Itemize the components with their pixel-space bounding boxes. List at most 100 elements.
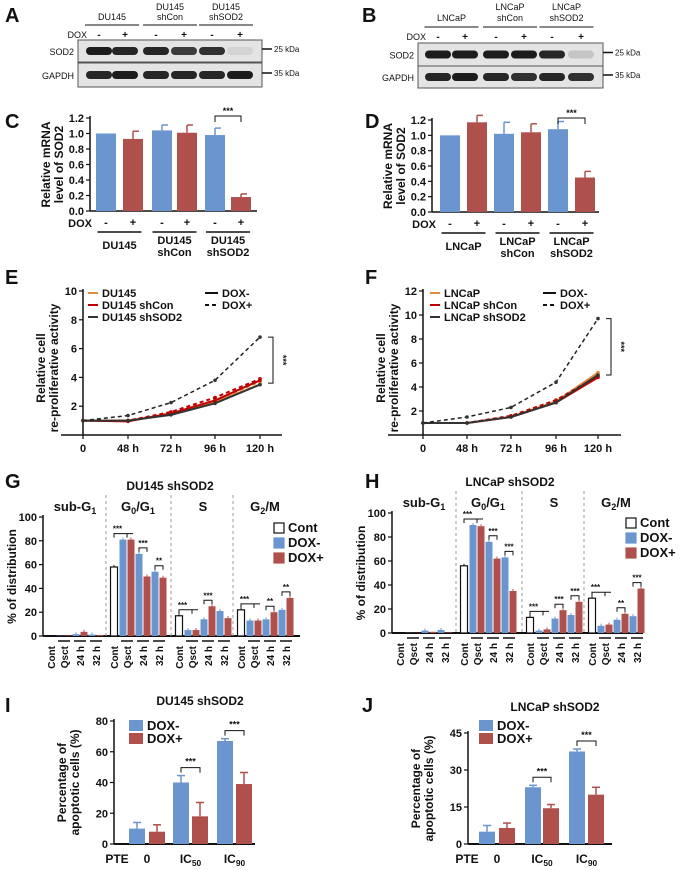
bar <box>575 177 595 212</box>
condition-label: Cont <box>237 645 248 668</box>
blot-group-label: shSOD2 <box>549 13 583 23</box>
blot-group-label: LNCaP <box>437 13 466 23</box>
category-label: IC90 <box>224 852 246 868</box>
significance-label: *** <box>223 106 234 116</box>
y-tick-label: 60 <box>96 747 108 759</box>
y-tick-label: 80 <box>374 532 386 544</box>
y-tick-label: 100 <box>368 508 386 520</box>
significance-bracket <box>488 535 498 540</box>
legend-swatch <box>129 720 143 731</box>
molecular-weight-marker: 35 kDa <box>615 71 641 80</box>
x-tick-label: 0 <box>80 443 86 455</box>
significance-bracket <box>138 547 148 552</box>
condition-label: 24 h <box>139 646 150 666</box>
legend-label: Cont <box>640 515 670 530</box>
legend-swatch <box>273 522 285 534</box>
y-tick-label: 40 <box>96 778 108 790</box>
group-label: shSOD2 <box>207 247 250 259</box>
significance-label: *** <box>138 539 148 548</box>
legend-swatch <box>479 720 493 731</box>
y-axis-label: Percentage of <box>55 742 69 822</box>
condition-label: Cont <box>175 645 186 668</box>
bar <box>485 541 493 633</box>
bar <box>224 618 232 636</box>
significance-bracket <box>529 610 549 616</box>
bar <box>96 635 104 636</box>
condition-label: Qsct <box>188 645 199 668</box>
bar <box>477 526 485 633</box>
y-tick-label: 0.6 <box>69 160 84 172</box>
protein-band <box>452 73 478 81</box>
dox-sign: + <box>184 217 190 229</box>
legend-label: DOX+ <box>222 300 252 312</box>
condition-label: 24 h <box>204 646 215 666</box>
group-label: LNCaP <box>445 241 481 253</box>
bar <box>543 629 551 633</box>
significance-bracket <box>113 533 133 538</box>
blot-group-label: shCon <box>157 12 183 22</box>
protein-band <box>199 71 225 79</box>
significance-bracket <box>268 336 274 384</box>
protein-band <box>171 47 197 55</box>
y-tick-label: 15 <box>450 802 462 814</box>
protein-band <box>86 47 112 55</box>
significance-label: *** <box>529 602 539 611</box>
chart-title: DU145 shSOD2 <box>156 694 244 708</box>
dox-sign: - <box>210 30 213 41</box>
condition-label: 24 h <box>617 643 628 663</box>
y-axis-label: % of distribution <box>5 529 19 624</box>
data-point <box>465 415 469 419</box>
data-point <box>509 415 513 419</box>
y-axis-label: Relative cell <box>34 333 48 402</box>
y-axis-label: level of SOD2 <box>52 126 66 204</box>
condition-label: Cont <box>460 642 471 665</box>
label-segment: S <box>199 499 208 514</box>
legend-label: DOX- <box>147 718 180 733</box>
bar <box>246 620 254 636</box>
category-label: IC90 <box>576 852 598 868</box>
protein-band <box>112 47 138 55</box>
y-tick-label: 60 <box>374 556 386 568</box>
label-segment: 50 <box>543 858 553 868</box>
protein-band <box>227 47 253 55</box>
bar <box>192 630 200 636</box>
condition-label: 32 h <box>220 646 231 666</box>
significance-label: *** <box>278 355 288 366</box>
dox-sign: + <box>462 32 468 43</box>
bar <box>149 831 165 844</box>
y-tick-label: 10 <box>65 286 77 298</box>
protein-band <box>112 71 138 79</box>
condition-label: Qsct <box>539 642 550 665</box>
dox-sign: - <box>154 30 157 41</box>
significance-label: ** <box>283 583 290 592</box>
y-axis-label: apoptotic cells (%) <box>68 729 82 835</box>
y-tick-label: 10 <box>405 310 417 322</box>
protein-band <box>568 50 594 59</box>
label-segment: G <box>471 495 481 510</box>
bar <box>254 620 262 636</box>
label-segment: 0 <box>494 852 501 866</box>
group-label: DU145 <box>211 235 245 247</box>
significance-label: *** <box>554 595 564 604</box>
legend-label: DOX- <box>497 718 530 733</box>
data-point <box>81 418 85 423</box>
legend-label: DOX- <box>222 288 250 300</box>
chart-D: 0.0 0.2 0.4 0.6 0.8 1.0 1.2 Relative mRNA level … <box>381 108 599 260</box>
condition-label: Qsct <box>60 645 71 668</box>
data-point <box>421 421 425 425</box>
panel-label: B <box>362 5 376 27</box>
y-axis-label: Relative mRNA <box>381 123 395 209</box>
dox-sign: - <box>448 218 452 230</box>
bar <box>173 782 189 844</box>
label-segment: 2 <box>260 506 265 516</box>
blot-group-label: LNCaP <box>495 2 524 12</box>
blot-membrane <box>77 39 263 63</box>
significance-bracket <box>178 609 198 614</box>
dox-label: DOX <box>412 219 437 231</box>
data-point <box>596 373 600 377</box>
dox-sign: - <box>556 218 560 230</box>
significance-bracket <box>463 518 483 523</box>
bar <box>467 122 487 212</box>
significance-bracket <box>240 603 260 608</box>
